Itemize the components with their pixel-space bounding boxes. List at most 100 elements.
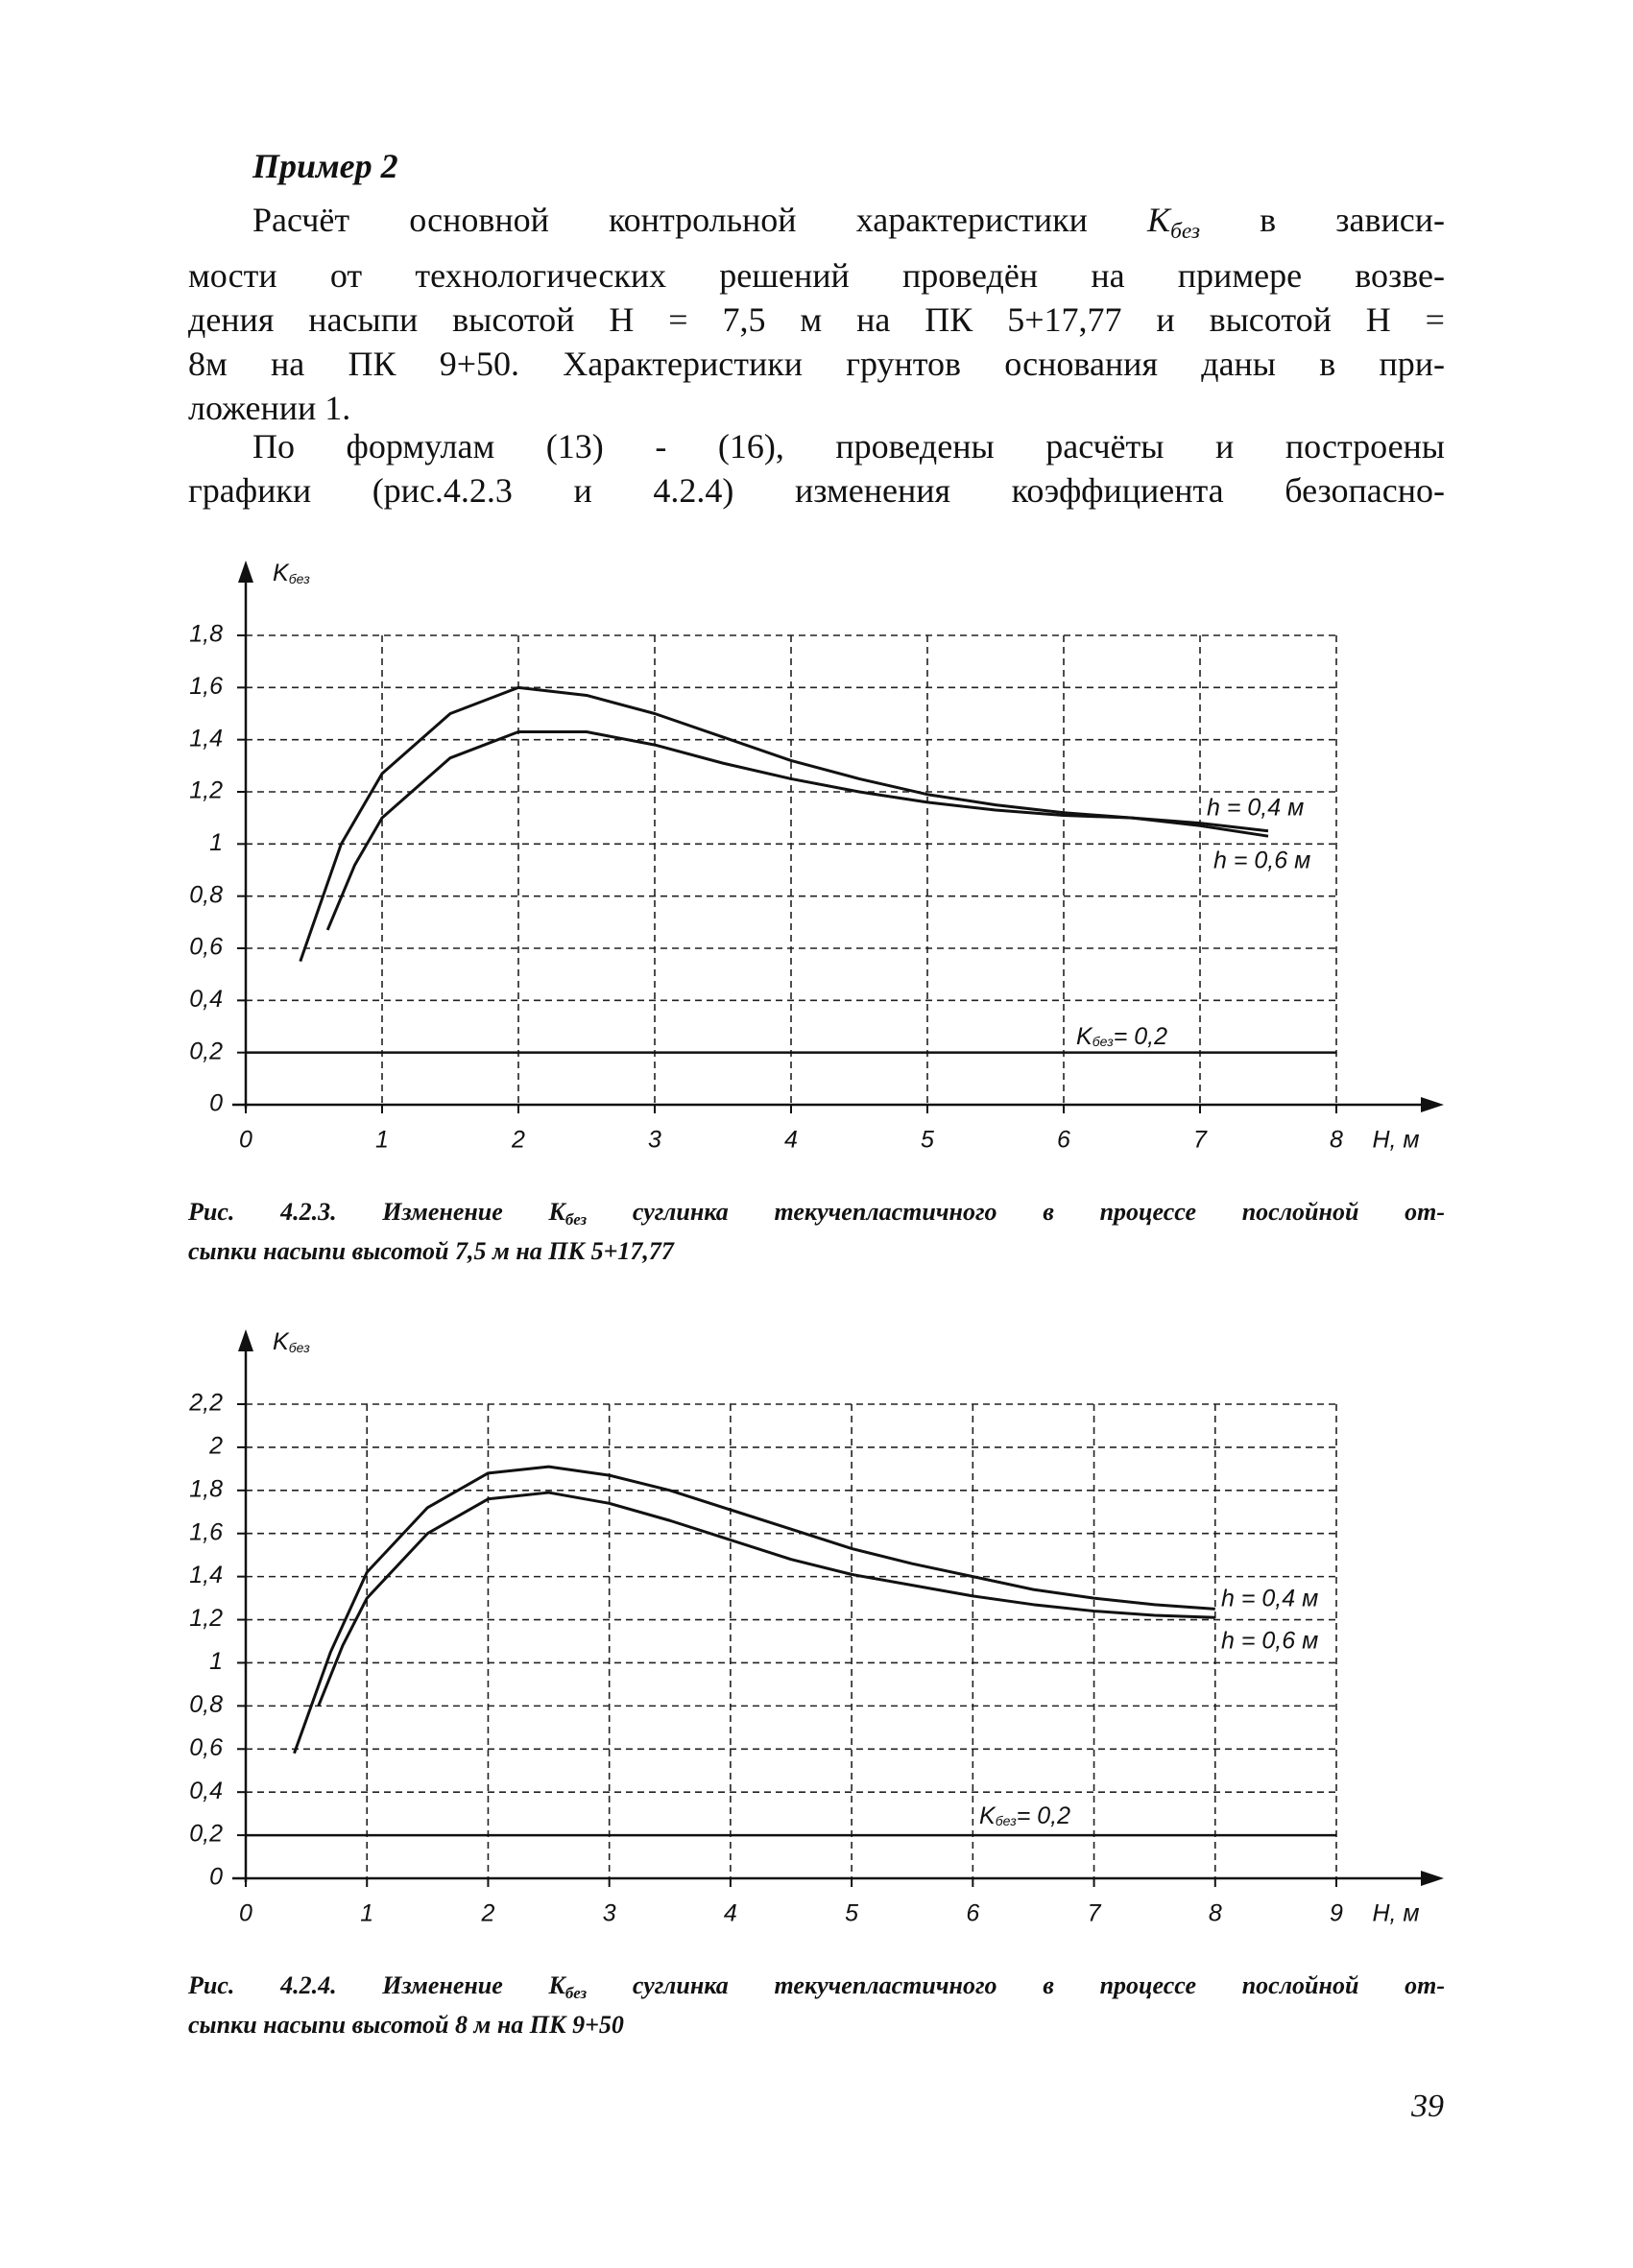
x-axis-label: Н, м — [1372, 1900, 1419, 1927]
figure-caption: Рис. 4.2.4. Изменение Kбез суглинка теку… — [188, 1970, 1445, 2041]
x-tick-label: 0 — [239, 1127, 252, 1154]
text: = 0,2 — [1017, 1802, 1070, 1829]
y-tick-label: 1,2 — [189, 1605, 223, 1632]
text: Рис. 4.2.4. Изменение — [188, 1971, 549, 1999]
x-tick-label: 5 — [845, 1900, 858, 1927]
x-tick-label: 6 — [966, 1900, 979, 1927]
symbol: K — [1147, 201, 1171, 239]
text-line: графики (рис.4.2.3 и 4.2.4) изменения ко… — [188, 471, 1445, 510]
x-tick-label: 6 — [1057, 1127, 1070, 1154]
text-line: мости от технологических решений проведё… — [188, 256, 1445, 296]
x-tick-label: 9 — [1330, 1900, 1343, 1927]
y-tick-label: 0,4 — [189, 1778, 223, 1804]
text: Расчёт основной контрольной характеристи… — [252, 201, 1148, 239]
x-tick-label: 0 — [239, 1900, 252, 1927]
y-tick-label: 0,2 — [189, 1038, 223, 1064]
x-tick-label: 3 — [603, 1900, 616, 1927]
symbol: K — [273, 560, 290, 586]
x-tick-label: 1 — [360, 1900, 373, 1927]
figure-caption: Рис. 4.2.3. Изменение Kбез суглинка теку… — [188, 1196, 1445, 1267]
symbol: K — [548, 1198, 565, 1226]
y-tick-label: 1,4 — [189, 1562, 223, 1588]
section-title: Пример 2 — [252, 147, 398, 185]
caption-line: сыпки насыпи высотой 8 м на ПК 9+50 — [188, 2011, 624, 2040]
series-label: h = 0,6 м — [1221, 1628, 1318, 1655]
y-axis-label: Kбез — [273, 1328, 310, 1355]
y-tick-label: 0,6 — [189, 934, 223, 961]
threshold-label: Kбез= 0,2 — [979, 1802, 1070, 1829]
x-tick-label: 7 — [1088, 1900, 1102, 1927]
caption-line: Рис. 4.2.3. Изменение Kбез суглинка теку… — [188, 1196, 1445, 1235]
x-tick-label: 8 — [1209, 1900, 1222, 1927]
text-line: 8м на ПК 9+50. Характеристики грунтов ос… — [188, 345, 1445, 384]
x-axis-arrow — [1421, 1097, 1444, 1112]
series-line — [293, 1465, 1215, 1755]
series-line — [299, 685, 1269, 963]
y-tick-label: 0,8 — [189, 1691, 223, 1718]
y-tick-label: 1,6 — [189, 673, 223, 700]
symbol: K — [1076, 1023, 1093, 1050]
y-tick-label: 1,8 — [189, 1475, 223, 1502]
symbol: K — [979, 1802, 997, 1829]
y-tick-label: 1 — [209, 829, 223, 856]
subscript: без — [1093, 1034, 1115, 1049]
subscript: без — [289, 1340, 311, 1355]
x-tick-label: 2 — [480, 1900, 494, 1927]
threshold-label: Kбез= 0,2 — [1076, 1023, 1167, 1050]
subscript: без — [1170, 219, 1201, 245]
series-label: h = 0,4 м — [1221, 1586, 1318, 1612]
caption-line: Рис. 4.2.4. Изменение Kбез суглинка теку… — [188, 1970, 1445, 2009]
x-tick-label: 3 — [648, 1127, 661, 1154]
symbol: K — [548, 1971, 565, 1999]
caption-line: сыпки насыпи высотой 7,5 м на ПК 5+17,77 — [188, 1237, 674, 1266]
series-label: h = 0,4 м — [1207, 795, 1304, 822]
y-tick-label: 2 — [208, 1433, 223, 1460]
y-axis-arrow — [238, 1329, 253, 1351]
symbol: K — [273, 1328, 290, 1355]
x-axis-arrow — [1421, 1871, 1444, 1886]
series-line — [325, 730, 1269, 931]
paragraph: По формулам (13) - (16), проведены расчё… — [188, 424, 1445, 513]
subscript: без — [564, 1984, 588, 2003]
y-tick-label: 2,2 — [188, 1390, 223, 1417]
y-tick-label: 1 — [209, 1648, 223, 1675]
subscript: без — [996, 1813, 1018, 1828]
y-tick-label: 0,4 — [189, 986, 223, 1013]
y-axis-label: Kбез — [273, 560, 310, 586]
x-tick-label: 8 — [1330, 1127, 1343, 1154]
text: суглинка текучепластичного в процессе по… — [587, 1971, 1445, 1999]
subscript: без — [289, 571, 311, 586]
x-tick-label: 7 — [1193, 1127, 1208, 1154]
y-axis-arrow — [238, 561, 253, 583]
text-line: Расчёт основной контрольной характеристи… — [188, 198, 1445, 253]
text: = 0,2 — [1114, 1023, 1167, 1050]
series-line — [317, 1491, 1215, 1707]
text-line: ложении 1. — [188, 389, 351, 428]
text: в зависи- — [1200, 201, 1445, 239]
text-line: дения насыпи высотой Н = 7,5 м на ПК 5+1… — [188, 300, 1445, 340]
y-tick-label: 0,6 — [189, 1734, 223, 1761]
y-tick-label: 1,4 — [189, 725, 223, 752]
x-tick-label: 4 — [784, 1127, 798, 1154]
y-tick-label: 0,8 — [189, 881, 223, 908]
y-tick-label: 1,6 — [189, 1518, 223, 1545]
x-tick-label: 4 — [724, 1900, 737, 1927]
text: Рис. 4.2.3. Изменение — [188, 1198, 549, 1226]
y-tick-label: 1,8 — [189, 621, 223, 648]
x-tick-label: 5 — [921, 1127, 934, 1154]
paragraph: Расчёт основной контрольной характеристи… — [188, 198, 1445, 430]
text-line: По формулам (13) - (16), проведены расчё… — [252, 427, 1445, 466]
y-tick-label: 0,2 — [189, 1821, 223, 1848]
y-tick-label: 0 — [209, 1090, 223, 1117]
x-tick-label: 2 — [511, 1127, 525, 1154]
x-tick-label: 1 — [375, 1127, 389, 1154]
x-axis-label: Н, м — [1372, 1127, 1419, 1154]
page-number: 39 — [1411, 2089, 1444, 2124]
subscript: без — [564, 1210, 588, 1229]
y-tick-label: 0 — [209, 1864, 223, 1891]
text: суглинка текучепластичного в процессе по… — [587, 1198, 1445, 1226]
y-tick-label: 1,2 — [189, 777, 223, 804]
series-label: h = 0,6 м — [1213, 848, 1310, 874]
